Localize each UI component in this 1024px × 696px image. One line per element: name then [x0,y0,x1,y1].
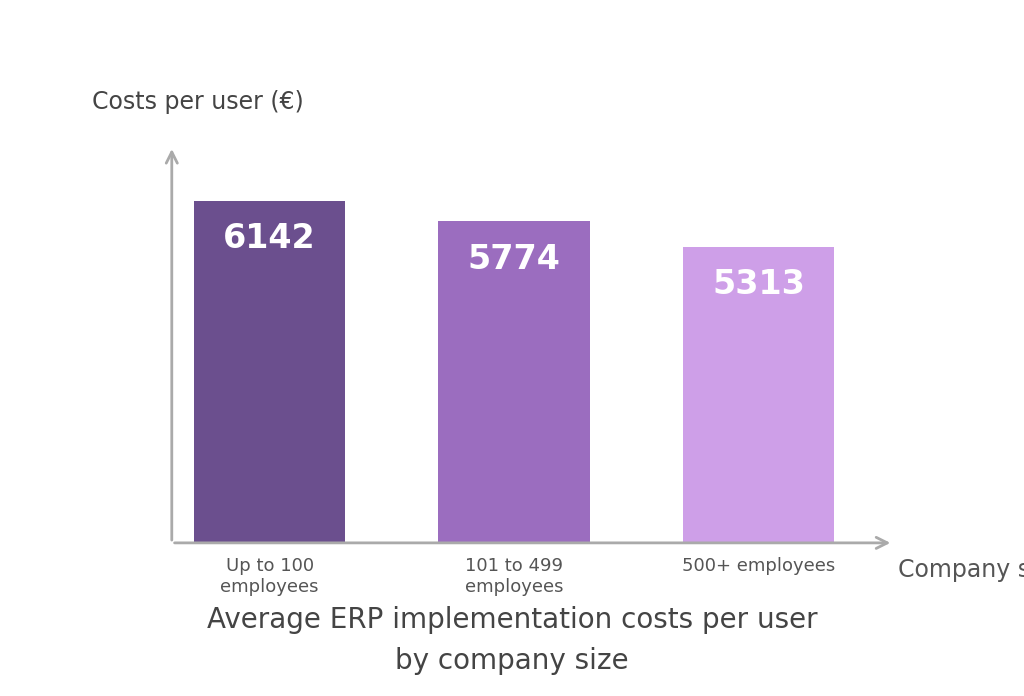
Text: 5774: 5774 [468,242,560,276]
Bar [438,221,590,543]
Bar [683,247,835,543]
Text: 5313: 5313 [713,268,805,301]
Text: 6142: 6142 [223,222,316,255]
Text: Company size: Company size [898,557,1024,582]
Text: Costs per user (€): Costs per user (€) [92,90,304,114]
Text: Average ERP implementation costs per user
by company size: Average ERP implementation costs per use… [207,606,817,675]
Bar [194,201,345,543]
